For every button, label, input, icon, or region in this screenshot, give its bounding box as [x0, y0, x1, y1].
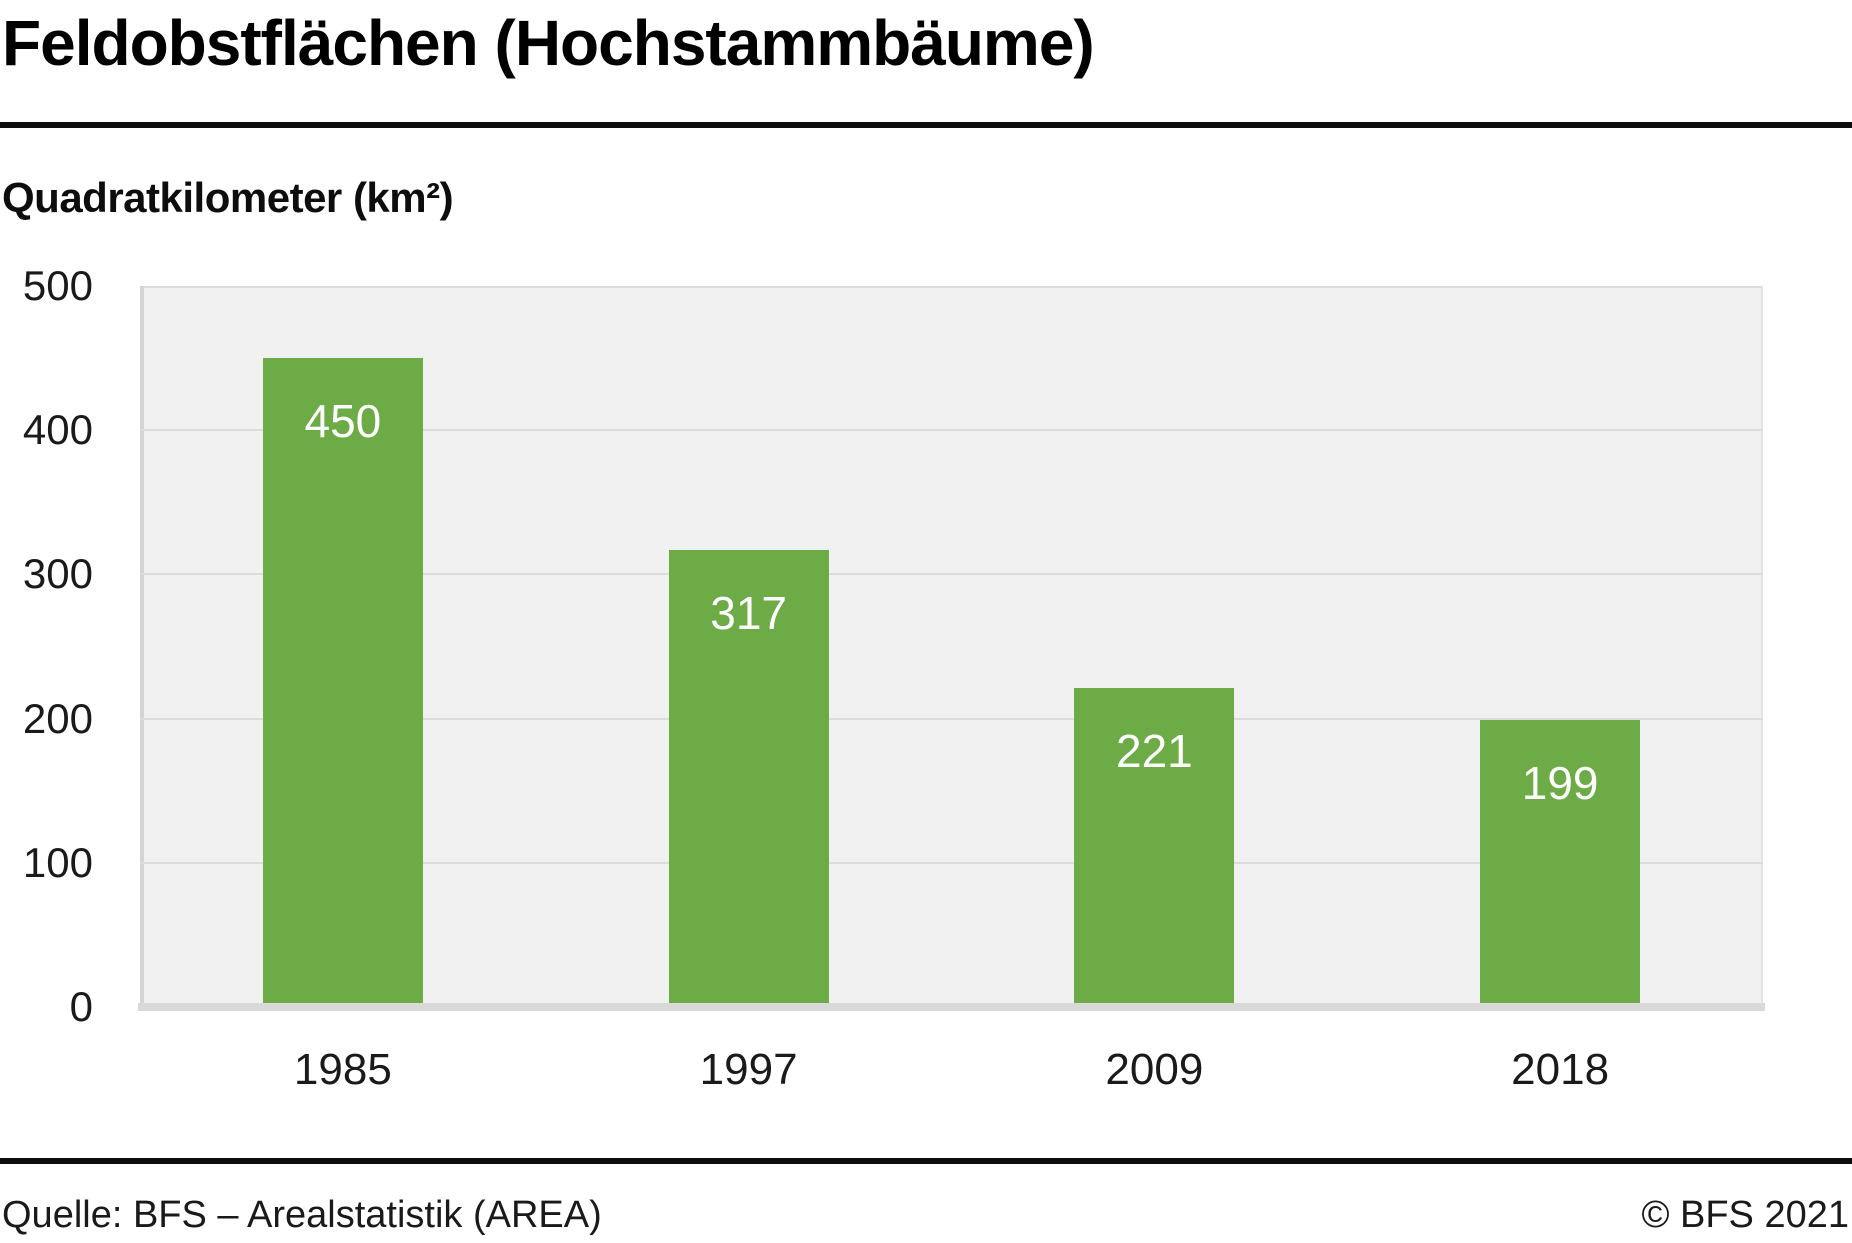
bar-value-label: 317 — [710, 586, 787, 639]
source-note: Quelle: BFS – Arealstatistik (AREA) — [2, 1194, 602, 1236]
gridline — [140, 573, 1763, 576]
plot-area: 450 317 221 199 — [138, 286, 1765, 1011]
y-axis: 0 100 200 300 400 500 — [0, 265, 93, 1028]
x-axis: 1985 1997 2009 2018 — [140, 1045, 1763, 1100]
y-axis-unit-label: Quadratkilometer (km²) — [2, 174, 454, 221]
title-divider — [0, 122, 1852, 128]
x-axis-line — [138, 1003, 1765, 1011]
y-axis-tick-label: 300 — [22, 550, 93, 598]
bar-value-label: 221 — [1116, 725, 1193, 778]
x-axis-category-label: 1997 — [699, 1045, 798, 1094]
page-title: Feldobstflächen (Hochstammbäume) — [2, 7, 1095, 79]
gridline — [140, 861, 1763, 864]
plot-border-right — [1761, 286, 1763, 1007]
gridline — [140, 429, 1763, 432]
bar-value-label: 450 — [304, 395, 382, 448]
footer-divider — [0, 1158, 1852, 1164]
x-axis-category-label: 2009 — [1105, 1045, 1204, 1094]
y-axis-tick-label: 400 — [22, 406, 93, 454]
bar: 450 — [262, 358, 423, 1007]
bar: 317 — [668, 549, 829, 1007]
bar: 199 — [1480, 720, 1641, 1007]
y-axis-tick-label: 200 — [22, 694, 93, 742]
x-axis-category-label: 2018 — [1511, 1045, 1610, 1094]
plot-border-left — [140, 286, 144, 1007]
x-axis-category-label: 1985 — [293, 1045, 392, 1094]
gridline — [140, 717, 1763, 720]
y-axis-tick-label: 100 — [22, 838, 93, 886]
bar: 221 — [1074, 688, 1235, 1007]
y-axis-tick-label: 0 — [69, 983, 93, 1030]
copyright-note: © BFS 2021 — [1641, 1194, 1849, 1236]
y-axis-tick-label: 500 — [22, 262, 93, 309]
bar-value-label: 199 — [1521, 757, 1599, 810]
plot-border-top — [140, 286, 1763, 288]
